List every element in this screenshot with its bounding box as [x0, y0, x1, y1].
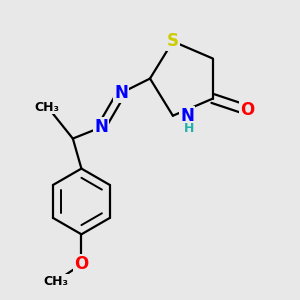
Text: O: O — [240, 101, 254, 119]
Text: N: N — [180, 107, 194, 125]
Text: O: O — [74, 255, 88, 273]
Text: CH₃: CH₃ — [34, 100, 60, 114]
Text: S: S — [167, 32, 179, 50]
Text: N: N — [94, 118, 108, 136]
Text: H: H — [183, 122, 194, 135]
Text: CH₃: CH₃ — [43, 275, 68, 288]
Text: N: N — [115, 84, 128, 102]
